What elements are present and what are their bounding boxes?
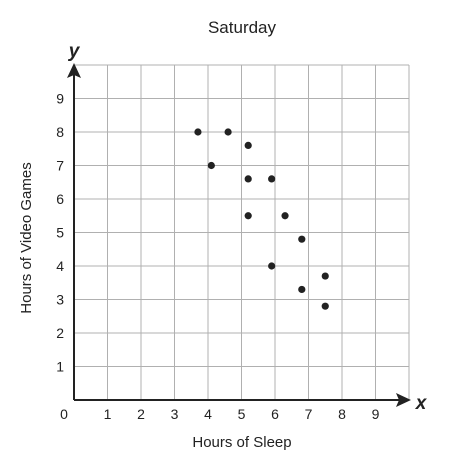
y-tick-label: 3 (56, 292, 64, 308)
x-tick-label: 1 (104, 406, 112, 422)
grid (74, 64, 410, 400)
x-tick-labels: 1 2 3 4 5 6 7 8 9 (104, 406, 380, 422)
data-point (194, 128, 202, 136)
data-point (244, 212, 252, 220)
axes: x y 0 (60, 41, 428, 422)
data-point (268, 262, 276, 270)
y-tick-label: 2 (56, 325, 64, 341)
data-point (268, 175, 276, 183)
x-tick-label: 5 (238, 406, 246, 422)
origin-label: 0 (60, 406, 68, 422)
x-tick-label: 7 (305, 406, 313, 422)
x-tick-label: 8 (338, 406, 346, 422)
y-tick-label: 7 (56, 158, 64, 174)
x-tick-label: 6 (271, 406, 279, 422)
data-point (321, 272, 329, 280)
y-axis-arrow-icon (67, 63, 81, 78)
y-tick-label: 1 (56, 359, 64, 375)
data-point (298, 235, 306, 243)
x-tick-label: 2 (137, 406, 145, 422)
x-axis-arrow-icon (396, 393, 411, 407)
data-point (321, 302, 329, 310)
data-point (224, 128, 232, 136)
x-axis-label: Hours of Sleep (192, 434, 291, 451)
y-axis-label: Hours of Video Games (18, 162, 35, 313)
y-tick-label: 4 (56, 258, 64, 274)
data-point (244, 175, 252, 183)
data-point (298, 285, 306, 294)
y-tick-labels: 1 2 3 4 5 6 7 8 9 (56, 91, 64, 375)
y-tick-label: 8 (56, 124, 64, 140)
x-tick-label: 9 (372, 406, 380, 422)
data-point (207, 161, 215, 170)
y-axis-symbol: y (68, 41, 81, 62)
chart-title: Saturday (208, 18, 277, 37)
data-point (281, 212, 289, 220)
y-tick-label: 6 (56, 191, 64, 207)
x-tick-label: 4 (204, 406, 212, 422)
y-tick-label: 5 (56, 225, 64, 241)
x-axis-symbol: x (415, 393, 428, 414)
x-tick-label: 3 (171, 406, 179, 422)
y-tick-label: 9 (56, 91, 64, 107)
data-points (194, 128, 329, 310)
data-point (244, 141, 252, 149)
